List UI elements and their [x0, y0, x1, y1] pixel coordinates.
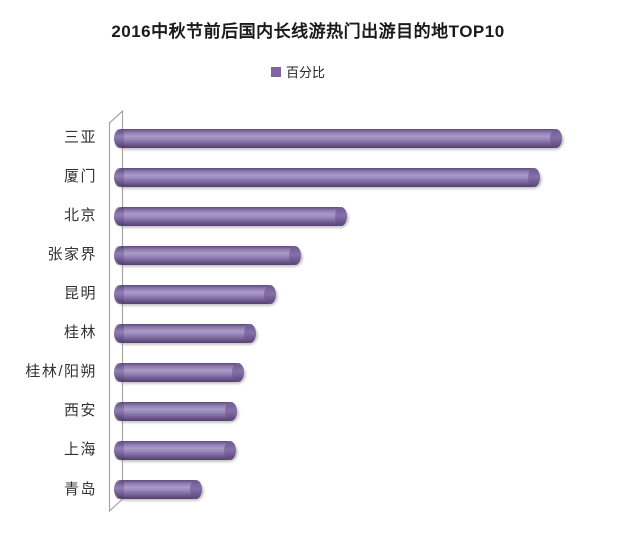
legend-marker-icon — [270, 66, 281, 77]
category-label-6: 桂林 — [63, 324, 97, 342]
category-label-7: 桂林/阳朔 — [25, 363, 97, 381]
chart-title: 2016中秋节前后国内长线游热门出游目的地TOP10 — [111, 22, 505, 41]
category-label-2: 厦门 — [63, 168, 97, 186]
bar-昆明 — [114, 284, 277, 304]
bar-桂林/阳朔 — [114, 362, 244, 382]
bar-张家界 — [114, 245, 301, 265]
bar-西安 — [114, 401, 238, 421]
category-label-1: 三亚 — [63, 129, 97, 146]
legend: 百分比 — [0, 62, 596, 81]
category-label-3: 北京 — [63, 207, 97, 225]
category-label-9: 上海 — [63, 441, 97, 459]
bar-上海 — [114, 440, 236, 460]
bar-北京 — [114, 206, 347, 226]
category-label-10: 青岛 — [63, 480, 97, 498]
category-label-4: 张家界 — [47, 246, 97, 264]
legend-label: 百分比 — [285, 65, 325, 80]
bar-厦门 — [114, 167, 541, 187]
category-label-5: 昆明 — [63, 285, 97, 303]
bar-三亚 — [114, 128, 562, 148]
bar-桂林 — [114, 323, 257, 343]
category-label-8: 西安 — [63, 402, 97, 420]
bar-青岛 — [114, 480, 202, 500]
